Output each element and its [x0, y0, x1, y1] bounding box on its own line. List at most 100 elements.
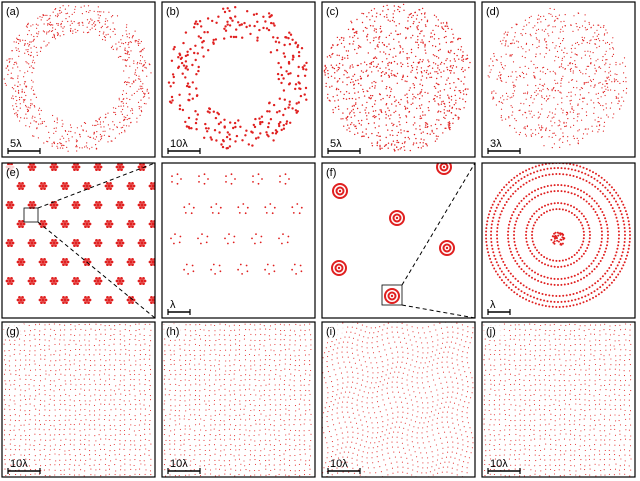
- dot: [531, 230, 534, 233]
- panel-frame: [1, 321, 156, 478]
- dot: [381, 42, 384, 44]
- dot: [51, 282, 54, 285]
- dot: [151, 298, 155, 302]
- dot: [500, 210, 503, 213]
- dot: [592, 24, 595, 26]
- dot: [111, 45, 113, 47]
- dot: [30, 34, 32, 36]
- dot: [512, 275, 515, 278]
- dot: [415, 18, 418, 20]
- dot: [508, 223, 510, 226]
- dot: [128, 37, 130, 39]
- dot: [586, 42, 588, 44]
- dot: [487, 251, 490, 254]
- dot: [353, 40, 355, 42]
- dot: [543, 98, 545, 100]
- dot: [574, 66, 576, 68]
- dot: [167, 81, 171, 84]
- dot: [13, 438, 15, 440]
- dot: [110, 409, 112, 411]
- dot: [586, 114, 588, 117]
- dot: [24, 39, 26, 42]
- dot: [231, 19, 234, 22]
- dot: [104, 403, 106, 405]
- dot: [149, 470, 152, 472]
- label-bg: [164, 4, 184, 18]
- dot: [548, 294, 551, 297]
- dot: [553, 184, 556, 187]
- dot: [547, 33, 549, 35]
- dot: [516, 40, 518, 42]
- dot: [51, 163, 54, 166]
- dot: [545, 127, 547, 129]
- dot: [88, 260, 92, 264]
- dot: [577, 194, 579, 197]
- dot: [626, 254, 628, 257]
- dot: [289, 339, 291, 341]
- dot: [83, 378, 85, 380]
- dot: [43, 40, 45, 42]
- dot: [543, 83, 546, 85]
- dot: [567, 136, 569, 138]
- dot: [136, 63, 138, 65]
- dot: [63, 34, 65, 36]
- dot: [604, 272, 607, 275]
- dot: [512, 84, 514, 86]
- dot: [553, 190, 556, 193]
- dot: [565, 258, 567, 261]
- dot: [32, 163, 35, 166]
- dot: [60, 385, 62, 387]
- dot: [195, 333, 197, 336]
- dot: [355, 79, 357, 82]
- dot: [379, 67, 381, 70]
- dot: [24, 430, 26, 432]
- dot: [63, 334, 65, 336]
- dot: [40, 439, 42, 441]
- dot: [582, 301, 585, 304]
- dot: [39, 369, 41, 371]
- dot: [137, 61, 139, 64]
- dot: [123, 119, 125, 122]
- dot: [48, 18, 50, 20]
- dot: [582, 137, 584, 139]
- dot: [93, 345, 95, 347]
- dot: [432, 45, 434, 47]
- dot: [300, 206, 303, 209]
- dot: [62, 220, 65, 223]
- dot: [23, 454, 26, 456]
- dot: [143, 358, 145, 360]
- dot: [90, 328, 92, 330]
- dot: [95, 349, 97, 351]
- dot: [390, 88, 393, 90]
- dot: [438, 69, 441, 71]
- dot: [337, 66, 339, 69]
- dot: [94, 360, 96, 362]
- dot: [492, 98, 494, 100]
- dot: [533, 63, 535, 66]
- dot: [139, 42, 141, 44]
- dot: [521, 71, 523, 73]
- dot: [399, 45, 401, 47]
- dot: [77, 279, 81, 283]
- dot: [324, 68, 327, 70]
- dot: [5, 84, 7, 86]
- dot: [284, 107, 287, 111]
- dot: [420, 71, 423, 73]
- dot: [489, 71, 491, 73]
- dot: [123, 410, 125, 412]
- dot: [178, 107, 182, 111]
- dot: [34, 459, 36, 461]
- dot: [8, 394, 11, 396]
- dot: [573, 109, 575, 111]
- dot: [99, 279, 103, 283]
- dot: [490, 206, 493, 209]
- dot: [606, 32, 608, 34]
- dot: [490, 234, 492, 236]
- dot: [540, 127, 543, 129]
- dot: [409, 87, 411, 89]
- dot: [45, 125, 47, 127]
- dot: [191, 81, 194, 84]
- dot: [64, 374, 66, 376]
- dot: [194, 338, 196, 340]
- dot: [558, 306, 561, 308]
